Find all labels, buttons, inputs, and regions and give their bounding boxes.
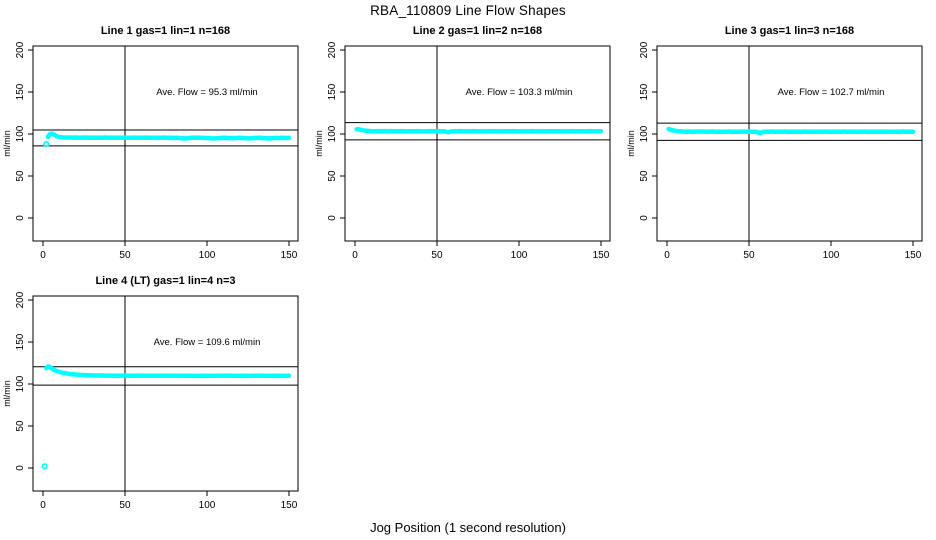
plot-box [344,45,611,242]
x-tick-label: 100 [511,250,528,261]
plot-box [656,45,923,242]
panel-title: Line 2 gas=1 lin=2 n=168 [413,25,542,37]
y-tick-label: 0 [639,215,650,221]
x-tick-label: 100 [199,500,216,511]
y-axis-label: ml/min [314,130,324,157]
ave-flow-annotation: Ave. Flow = 109.6 ml/min [154,337,261,348]
y-tick-label: 150 [327,83,338,100]
x-tick-label: 150 [281,250,298,261]
y-tick-label: 150 [15,83,26,100]
panel-title: Line 4 (LT) gas=1 lin=4 n=3 [95,275,235,287]
x-tick-label: 150 [281,500,298,511]
y-tick-label: 150 [15,333,26,350]
y-tick-label: 200 [327,41,338,58]
y-tick-label: 200 [15,41,26,58]
y-axis-label: ml/min [2,130,12,157]
flow-series-band [666,126,916,136]
flow-series-band [45,131,292,141]
x-tick-label: 150 [905,250,922,261]
panel-title: Line 3 gas=1 lin=3 n=168 [725,25,854,37]
y-tick-label: 200 [15,291,26,308]
y-tick-label: 200 [639,41,650,58]
ave-flow-annotation: Ave. Flow = 103.3 ml/min [466,87,573,98]
y-tick-label: 100 [15,375,26,392]
panel-title: Line 1 gas=1 lin=1 n=168 [101,25,230,37]
panel-grid: 0 50 100 150 0 50 100 150 200 ml/min Line 1 gas=1 … [0,20,936,520]
y-tick-label: 50 [15,170,26,182]
flow-series-band [44,364,292,379]
panel-line-1-plot: 0 50 100 150 0 50 100 150 200 ml/min Line 1 gas=1 … [2,25,299,261]
ave-flow-annotation: Ave. Flow = 95.3 ml/min [156,87,257,98]
y-tick-label: 150 [639,83,650,100]
x-axis-title: Jog Position (1 second resolution) [370,520,566,535]
y-tick-label: 0 [15,215,26,221]
x-tick-label: 100 [823,250,840,261]
y-tick-label: 100 [15,125,26,142]
y-tick-label: 50 [639,170,650,182]
plot-box [32,45,299,242]
page-title: RBA_110809 Line Flow Shapes [370,3,566,18]
y-axis-label: ml/min [2,380,12,407]
y-tick-label: 50 [15,420,26,432]
x-tick-label: 150 [593,250,610,261]
y-tick-label: 0 [327,215,338,221]
panel-line-2-plot: 0 50 100 150 0 50 100 150 200 ml/min Line 2 gas=1 … [314,25,611,261]
y-axis-label: ml/min [626,130,636,157]
outlier-point [41,463,48,470]
x-tick-label: 0 [664,250,670,261]
panel-line-3-plot: 0 50 100 150 0 50 100 150 200 ml/min Line 3 gas=1 … [626,25,923,261]
y-tick-label: 100 [327,125,338,142]
x-tick-label: 100 [199,250,216,261]
outlier-point [43,140,50,148]
y-tick-label: 100 [639,125,650,142]
x-tick-label: 0 [40,500,46,511]
x-tick-label: 0 [352,250,358,261]
flow-series-band [354,126,604,135]
x-tick-label: 0 [40,250,46,261]
x-tick-label: 50 [743,250,755,261]
y-tick-label: 0 [15,465,26,471]
y-tick-label: 50 [327,170,338,182]
x-tick-label: 50 [119,500,131,511]
x-tick-label: 50 [119,250,131,261]
plot-box [32,295,299,492]
x-tick-label: 50 [431,250,443,261]
ave-flow-annotation: Ave. Flow = 102.7 ml/min [778,87,885,98]
panel-line-4-plot: 0 50 100 150 0 50 100 150 200 ml/min Line 4 (LT) g… [2,275,299,511]
